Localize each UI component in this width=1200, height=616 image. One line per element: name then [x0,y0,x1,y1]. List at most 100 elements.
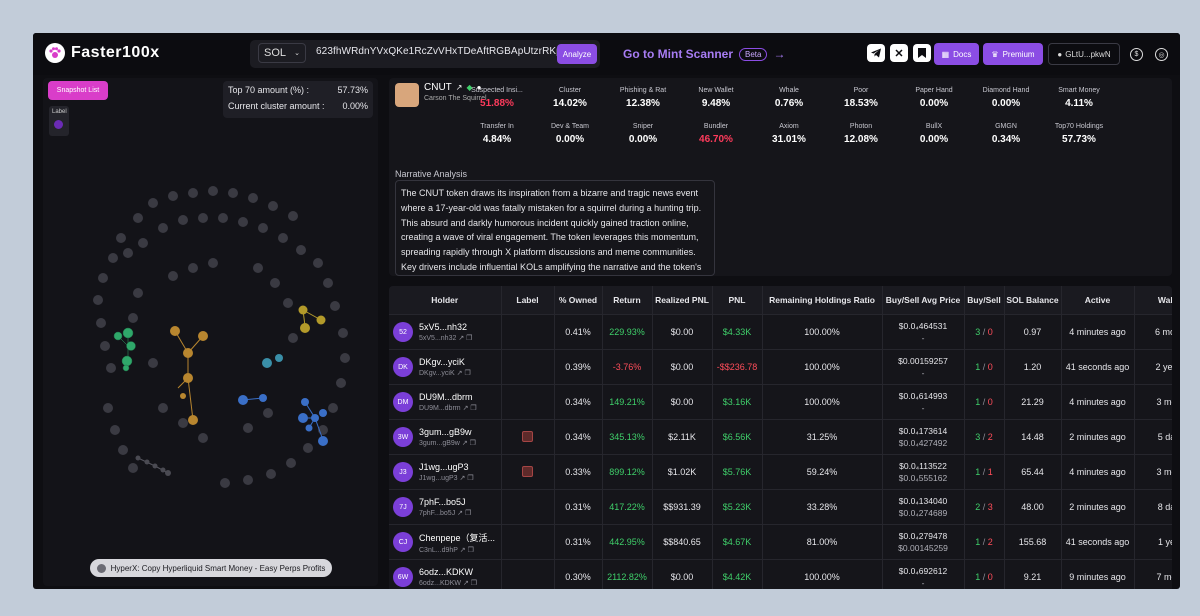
stat-cell[interactable]: Bundler 46.70% [681,123,751,145]
external-link-icon[interactable]: ↗ [458,335,465,342]
premium-button[interactable]: ♛ Premium [983,43,1043,65]
column-header[interactable]: % Owned [554,286,603,315]
column-header[interactable]: Holder [389,286,502,315]
holder-name[interactable]: DU9M...dbrm [419,392,473,402]
holder-name[interactable]: 7phF...bo5J [419,497,466,507]
stat-cell[interactable]: Paper Hand 0.00% [899,87,969,109]
table-row[interactable]: CJ Chenpepe（复活... C3nL...d9hP ↗ ❐ 0.31% … [389,524,1172,560]
column-header[interactable]: Buy/Sell Avg Price [882,286,965,315]
table-row[interactable]: 7J 7phF...bo5J 7phF...bo5J ↗ ❐ 0.31% 417… [389,489,1172,525]
holder-cell[interactable]: 52 5xV5...nh32 5xV5...nh32 ↗ ❐ [389,314,502,350]
x-twitter-icon[interactable]: ✕ [890,44,908,62]
copy-icon[interactable]: ❐ [464,510,472,517]
holder-cell[interactable]: J3 J1wg...ugP3 J1wg...ugP3 ↗ ❐ [389,454,502,490]
holder-name[interactable]: J1wg...ugP3 [419,462,469,472]
avatar: CJ [393,532,413,552]
stat-label: Bundler [703,123,729,130]
column-header[interactable]: Return [602,286,653,315]
stat-cell[interactable]: Phishing & Rat 12.38% [608,87,678,109]
sol-balance-cell: 48.00 [1004,489,1062,525]
table-row[interactable]: 6W 6odz...KDKW 6odz...KDKW ↗ ❐ 0.30% 211… [389,559,1172,589]
hyperx-promo-banner[interactable]: HyperX: Copy Hyperliquid Smart Money - E… [90,559,332,577]
label-filter[interactable]: Label [49,106,69,136]
external-link-icon[interactable]: ↗ [457,510,464,517]
person-icon[interactable]: ● [476,83,482,92]
stat-cell[interactable]: GMGN 0.34% [971,123,1041,145]
holder-name[interactable]: 3gum...gB9w [419,427,472,437]
holder-name[interactable]: Chenpepe（复活... [419,532,496,543]
avg-sell-price: - [921,333,925,343]
copy-icon[interactable]: ❐ [469,440,476,447]
holder-name[interactable]: DKgv...yciK [419,357,465,367]
bookmark-icon[interactable] [913,44,931,62]
holder-cell[interactable]: DK DKgv...yciK DKgv...yciK ↗ ❐ [389,349,502,385]
table-row[interactable]: DM DU9M...dbrm DU9M...dbrm ↗ ❐ 0.34% 149… [389,384,1172,420]
copy-icon[interactable]: ❐ [464,370,471,377]
narrative-box[interactable]: The CNUT token draws its inspiration fro… [395,180,715,276]
external-link-icon[interactable]: ↗ [461,440,468,447]
stat-cell[interactable]: Whale 0.76% [754,87,824,109]
logo[interactable]: Faster100x [45,43,160,63]
external-link-icon[interactable]: ↗ [462,580,469,587]
column-header[interactable]: Active [1061,286,1135,315]
table-row[interactable]: J3 J1wg...ugP3 J1wg...ugP3 ↗ ❐ 0.33% 899… [389,454,1172,490]
stat-cell[interactable]: Cluster 14.02% [535,87,605,109]
telegram-icon[interactable] [867,44,885,62]
stat-cell[interactable]: Suspected Insi... 51.88% [462,87,532,109]
stat-cell[interactable]: BullX 0.00% [899,123,969,145]
globe-icon[interactable]: ◎ [1155,48,1168,61]
holder-name[interactable]: 5xV5...nh32 [419,322,468,332]
external-link-icon[interactable]: ↗ [459,546,466,554]
label-tag-icon[interactable] [522,430,533,442]
external-link-icon[interactable]: ↗ [455,83,463,92]
column-header[interactable]: PNL [712,286,763,315]
currency-icon[interactable]: $ [1130,48,1143,61]
copy-icon[interactable]: ❐ [470,580,478,587]
column-header[interactable]: Wall [1134,286,1172,315]
mint-scanner-link[interactable]: Go to Mint Scanner Beta → [623,47,785,61]
stat-cell[interactable]: Top70 Holdings 57.73% [1044,123,1114,145]
table-row[interactable]: 52 5xV5...nh32 5xV5...nh32 ↗ ❐ 0.41% 229… [389,314,1172,350]
column-header[interactable]: Label [501,286,555,315]
column-header[interactable]: Buy/Sell [964,286,1005,315]
copy-icon[interactable]: ❐ [466,335,473,342]
stat-cell[interactable]: Diamond Hand 0.00% [971,87,1041,109]
stat-cell[interactable]: Sniper 0.00% [608,123,678,145]
stat-cell[interactable]: Transfer In 4.84% [462,123,532,145]
analyze-button[interactable]: Analyze [557,44,597,64]
external-link-icon[interactable]: ↗ [462,405,469,412]
external-link-icon[interactable]: ↗ [456,370,463,377]
contract-address-input[interactable]: 623fhWRdnYVxQKe1RcZvVHxTDeAftRGBApUtzrRK… [316,46,582,57]
small-grey-cluster [135,455,171,476]
holder-cell[interactable]: CJ Chenpepe（复活... C3nL...d9hP ↗ ❐ [389,524,502,560]
stat-cell[interactable]: Axiom 31.01% [754,123,824,145]
stat-cell[interactable]: New Wallet 9.48% [681,87,751,109]
holder-name[interactable]: 6odz...KDKW [419,567,474,577]
table-row[interactable]: 3W 3gum...gB9w 3gum...gB9w ↗ ❐ 0.34% 345… [389,419,1172,455]
stat-cell[interactable]: Dev & Team 0.00% [535,123,605,145]
copy-icon[interactable]: ❐ [467,475,474,482]
column-header[interactable]: Remaining Holdings Ratio [762,286,883,315]
chain-select[interactable]: SOL ⌄ [258,43,306,63]
holder-cell[interactable]: 7J 7phF...bo5J 7phF...bo5J ↗ ❐ [389,489,502,525]
stat-cell[interactable]: Poor 18.53% [826,87,896,109]
copy-icon[interactable]: ❐ [470,405,477,412]
user-account-button[interactable]: ● GLtU...pkwN [1048,43,1120,65]
docs-button[interactable]: ▦ Docs [934,43,979,65]
avg-buy-price: $0.0₄464531 [898,321,948,331]
stat-cell[interactable]: Smart Money 4.11% [1044,87,1114,109]
label-tag-icon[interactable] [522,465,533,477]
column-header[interactable]: Realized PNL [652,286,713,315]
holder-cell[interactable]: 6W 6odz...KDKW 6odz...KDKW ↗ ❐ [389,559,502,589]
holder-cell[interactable]: DM DU9M...dbrm DU9M...dbrm ↗ ❐ [389,384,502,420]
pump-icon[interactable]: ◆ [466,83,473,92]
column-header[interactable]: SOL Balance [1004,286,1062,315]
realized-pnl-cell: $0.00 [652,349,713,385]
external-link-icon[interactable]: ↗ [459,475,466,482]
table-row[interactable]: DK DKgv...yciK DKgv...yciK ↗ ❐ 0.39% -3.… [389,349,1172,385]
snapshot-list-button[interactable]: Snapshot List [48,81,108,100]
stat-cell[interactable]: Photon 12.08% [826,123,896,145]
bubble-map-canvas[interactable] [43,78,378,586]
holder-cell[interactable]: 3W 3gum...gB9w 3gum...gB9w ↗ ❐ [389,419,502,455]
copy-icon[interactable]: ❐ [467,546,474,554]
